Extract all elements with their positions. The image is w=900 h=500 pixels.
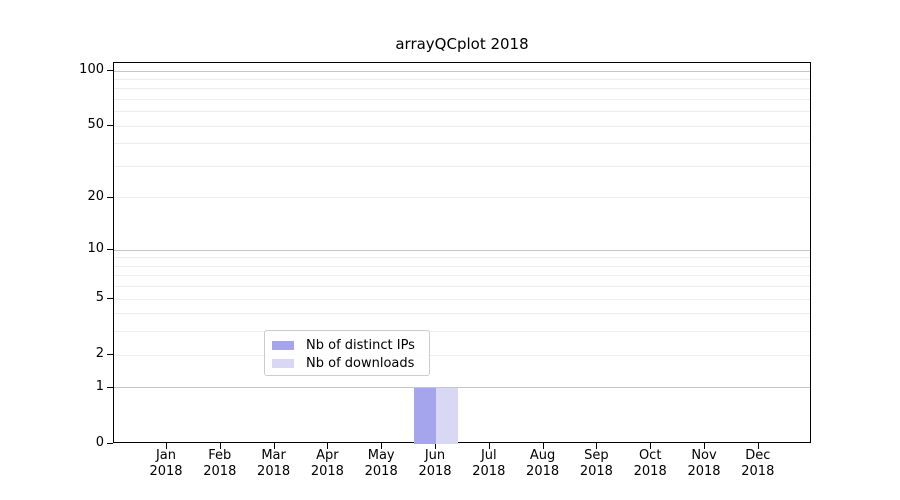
- x-tick-feb-2018: [219, 443, 221, 449]
- x-tick-label-sep-2018: Sep 2018: [560, 448, 632, 480]
- x-tick-aug-2018: [542, 443, 544, 449]
- x-tick-year: 2018: [257, 464, 291, 479]
- y-tick-label-50: 50: [87, 117, 104, 133]
- legend-swatch-nb-of-distinct-ips: [272, 340, 294, 350]
- gridline-y-30: [114, 165, 810, 167]
- x-tick-label-nov-2018: Nov 2018: [668, 448, 740, 480]
- x-tick-month: Sep: [584, 448, 609, 463]
- gridline-y-50: [114, 125, 810, 127]
- legend-item-nb-of-distinct-ips: Nb of distinct IPs: [265, 336, 429, 354]
- legend: Nb of distinct IPs Nb of downloads: [264, 330, 430, 376]
- y-tick-label-1: 1: [95, 378, 104, 394]
- x-tick-label-jan-2018: Jan 2018: [130, 448, 202, 480]
- x-tick-sep-2018: [596, 443, 598, 449]
- x-tick-month: Feb: [208, 448, 232, 463]
- x-tick-month: Aug: [529, 448, 556, 463]
- y-tick-label-100: 100: [79, 62, 104, 77]
- x-tick-year: 2018: [418, 464, 452, 479]
- bar-nb-of-distinct-ips-jun-2018: [413, 387, 436, 444]
- gridline-y-80: [114, 88, 810, 90]
- x-tick-month: May: [367, 448, 395, 463]
- x-tick-may-2018: [381, 443, 383, 449]
- gridline-y-60: [114, 111, 810, 113]
- plot-area: [113, 62, 811, 444]
- x-tick-month: Dec: [745, 448, 771, 463]
- x-tick-oct-2018: [650, 443, 652, 449]
- x-tick-jan-2018: [166, 443, 167, 449]
- gridline-y-20: [114, 197, 810, 199]
- x-tick-year: 2018: [526, 464, 560, 479]
- x-tick-dec-2018: [757, 443, 759, 449]
- gridline-y-8: [114, 265, 810, 267]
- gridline-y-9: [114, 257, 810, 259]
- y-tick-label-2: 2: [95, 346, 104, 362]
- x-tick-month: Apr: [316, 448, 339, 463]
- x-tick-jun-2018: [435, 443, 436, 449]
- x-tick-year: 2018: [579, 464, 613, 479]
- y-tick-0: [107, 443, 113, 444]
- y-tick-5: [107, 298, 113, 300]
- y-tick-50: [107, 125, 113, 127]
- x-tick-year: 2018: [741, 464, 775, 479]
- chart-title: arrayQCplot 2018: [395, 35, 529, 53]
- gridline-y-1: [114, 387, 810, 389]
- y-tick-1: [107, 386, 113, 388]
- x-tick-label-feb-2018: Feb 2018: [184, 448, 256, 480]
- legend-item-nb-of-downloads: Nb of downloads: [265, 354, 429, 372]
- x-tick-month: Jan: [155, 448, 177, 463]
- gridline-y-100: [114, 70, 810, 72]
- x-tick-year: 2018: [149, 464, 183, 479]
- x-tick-nov-2018: [704, 443, 705, 449]
- x-tick-jul-2018: [488, 443, 490, 449]
- y-tick-2: [107, 354, 113, 356]
- y-tick-10: [107, 249, 113, 251]
- x-tick-month: Nov: [691, 448, 717, 463]
- bar-nb-of-downloads-jun-2018: [436, 387, 459, 444]
- gridline-y-40: [114, 143, 810, 145]
- x-tick-label-jul-2018: Jul 2018: [453, 448, 525, 480]
- y-tick-20: [107, 196, 113, 198]
- legend-label-nb-of-distinct-ips: Nb of distinct IPs: [306, 337, 415, 353]
- gridline-y-3: [114, 331, 810, 333]
- x-tick-label-jun-2018: Jun 2018: [399, 448, 471, 480]
- x-tick-label-mar-2018: Mar 2018: [238, 448, 310, 480]
- gridline-y-7: [114, 275, 810, 277]
- x-tick-apr-2018: [327, 443, 329, 449]
- x-tick-year: 2018: [472, 464, 506, 479]
- gridline-y-2: [114, 354, 810, 356]
- x-tick-label-aug-2018: Aug 2018: [507, 448, 579, 480]
- x-tick-year: 2018: [203, 464, 237, 479]
- x-tick-year: 2018: [310, 464, 344, 479]
- x-tick-month: Jun: [424, 448, 446, 463]
- gridline-y-90: [114, 78, 810, 80]
- gridline-y-5: [114, 298, 810, 300]
- y-tick-label-10: 10: [87, 241, 104, 257]
- gridline-y-4: [114, 313, 810, 315]
- gridline-y-6: [114, 286, 810, 288]
- x-tick-mar-2018: [273, 443, 275, 449]
- x-tick-label-oct-2018: Oct 2018: [614, 448, 686, 480]
- legend-swatch-nb-of-downloads: [272, 358, 294, 368]
- x-tick-month: Jul: [480, 448, 497, 463]
- x-tick-month: Oct: [638, 448, 662, 463]
- x-tick-label-dec-2018: Dec 2018: [722, 448, 794, 480]
- gridline-y-70: [114, 98, 810, 100]
- y-tick-100: [107, 70, 113, 71]
- y-tick-label-0: 0: [95, 435, 104, 450]
- legend-label-nb-of-downloads: Nb of downloads: [306, 355, 415, 371]
- gridline-y-10: [114, 249, 810, 251]
- x-tick-month: Mar: [261, 448, 286, 463]
- y-tick-label-20: 20: [87, 188, 104, 204]
- x-tick-year: 2018: [633, 464, 667, 479]
- x-tick-year: 2018: [364, 464, 398, 479]
- x-tick-label-apr-2018: Apr 2018: [291, 448, 363, 480]
- x-tick-label-may-2018: May 2018: [345, 448, 417, 480]
- x-tick-year: 2018: [687, 464, 721, 479]
- y-tick-label-5: 5: [95, 290, 104, 306]
